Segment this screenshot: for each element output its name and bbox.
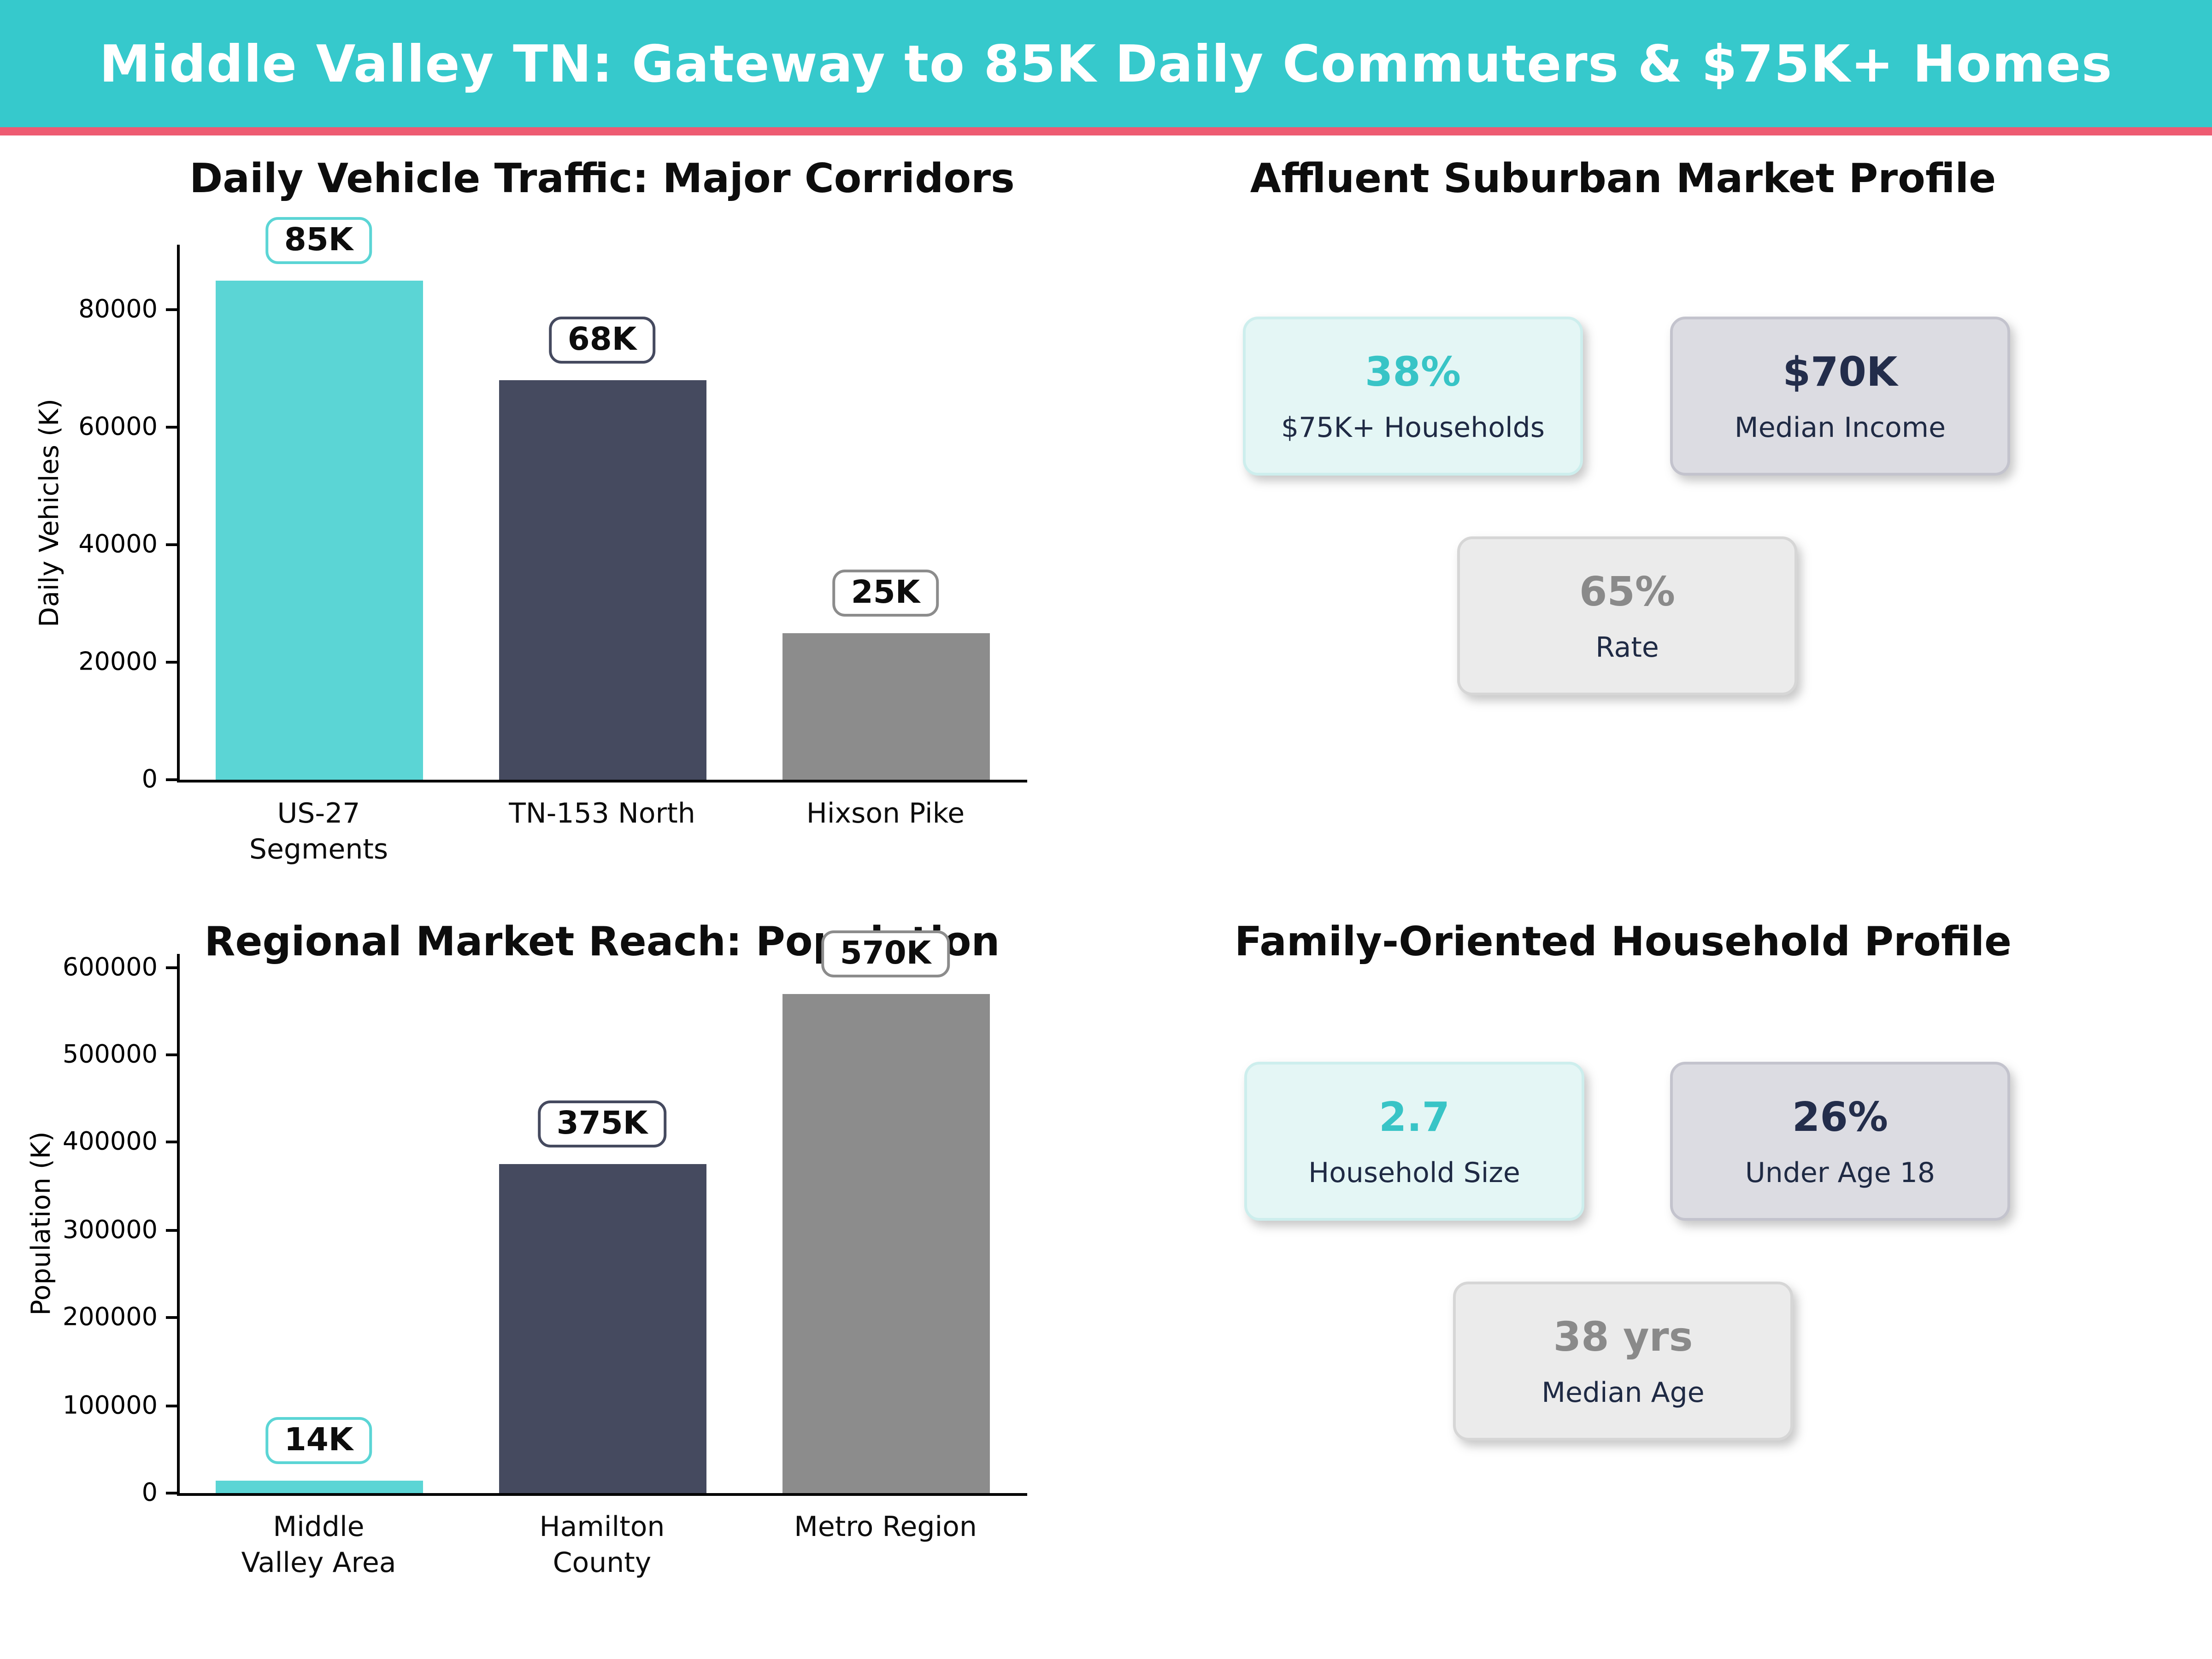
bar-value-label: 570K: [820, 930, 951, 977]
stat-label: Median Age: [1541, 1376, 1705, 1409]
y-tick-label: 0: [141, 765, 158, 794]
y-tick-mark: [166, 1229, 177, 1232]
bar-25K: [782, 633, 989, 780]
y-tick-label: 80000: [78, 295, 158, 324]
chart-title: Regional Market Reach: Population: [204, 918, 1000, 965]
y-tick-label: 600000: [62, 953, 158, 982]
y-tick-mark: [166, 778, 177, 781]
x-tick-label: Metro Region: [794, 1510, 977, 1543]
x-tick-label: US-27 Segments: [249, 796, 388, 865]
y-tick-label: 0: [141, 1478, 158, 1508]
x-tick-label: Middle Valley Area: [241, 1510, 396, 1578]
stat-card-median-income: $70K Median Income: [1670, 317, 2010, 476]
x-axis-line: [177, 1493, 1027, 1496]
x-tick-label: TN-153 North: [509, 796, 695, 830]
y-tick-label: 60000: [78, 412, 158, 442]
bar-375K: [498, 1164, 706, 1493]
y-tick-mark: [166, 1404, 177, 1407]
y-tick-label: 40000: [78, 530, 158, 559]
bar-value-label: 25K: [831, 569, 940, 617]
stat-label: Rate: [1595, 630, 1659, 664]
stat-label: $75K+ Households: [1281, 411, 1545, 444]
y-tick-mark: [166, 1316, 177, 1319]
y-tick-label: 200000: [62, 1303, 158, 1332]
stat-card-median-age: 38 yrs Median Age: [1453, 1282, 1793, 1441]
stat-value: $70K: [1783, 348, 1898, 395]
stat-label: Household Size: [1308, 1156, 1520, 1189]
y-tick-mark: [166, 1141, 177, 1144]
stat-value: 2.7: [1378, 1094, 1450, 1141]
y-tick-mark: [166, 1053, 177, 1056]
stat-value: 38 yrs: [1553, 1313, 1693, 1360]
y-tick-mark: [166, 1492, 177, 1494]
y-tick-mark: [166, 661, 177, 664]
header-accent-stripe: [0, 127, 2212, 135]
bar-68K: [498, 380, 706, 780]
stat-card-under-age-18: 26% Under Age 18: [1670, 1062, 2010, 1221]
x-axis-line: [177, 780, 1027, 782]
y-tick-mark: [166, 965, 177, 969]
y-tick-mark: [166, 308, 177, 312]
y-axis-line: [177, 954, 180, 1496]
chart-title: Daily Vehicle Traffic: Major Corridors: [189, 155, 1015, 202]
y-axis-line: [177, 245, 180, 782]
y-tick-mark: [166, 426, 177, 429]
bar-value-label: 68K: [548, 317, 656, 364]
y-axis-title: Daily Vehicles (K): [35, 398, 65, 627]
y-tick-label: 300000: [62, 1215, 158, 1245]
bar-value-label: 14K: [265, 1417, 373, 1465]
header-banner: Middle Valley TN: Gateway to 85K Daily C…: [0, 0, 2212, 127]
bar-value-label: 85K: [265, 217, 373, 264]
stat-value: 38%: [1365, 348, 1461, 395]
y-tick-label: 400000: [62, 1128, 158, 1157]
x-tick-label: Hixson Pike: [806, 796, 965, 830]
affluent-panel-title: Affluent Suburban Market Profile: [1250, 155, 1996, 202]
family-panel-title: Family-Oriented Household Profile: [1234, 918, 2012, 965]
bar-14K: [215, 1481, 423, 1493]
bar-value-label: 375K: [537, 1100, 667, 1148]
y-tick-label: 100000: [62, 1391, 158, 1420]
stat-label: Under Age 18: [1745, 1156, 1936, 1189]
y-tick-label: 20000: [78, 647, 158, 677]
stat-card-rate: 65% Rate: [1457, 536, 1797, 695]
bar-570K: [782, 993, 989, 1493]
y-axis-title: Population (K): [26, 1131, 57, 1316]
stat-label: Median Income: [1734, 411, 1946, 444]
stat-value: 26%: [1792, 1094, 1888, 1141]
stat-card-75k-households: 38% $75K+ Households: [1243, 317, 1583, 476]
page-title: Middle Valley TN: Gateway to 85K Daily C…: [99, 34, 2113, 94]
y-tick-label: 500000: [62, 1040, 158, 1070]
stat-card-household-size: 2.7 Household Size: [1244, 1062, 1584, 1221]
stat-value: 65%: [1579, 568, 1676, 615]
x-tick-label: Hamilton County: [539, 1510, 665, 1578]
bar-85K: [215, 280, 423, 780]
y-tick-mark: [166, 543, 177, 547]
